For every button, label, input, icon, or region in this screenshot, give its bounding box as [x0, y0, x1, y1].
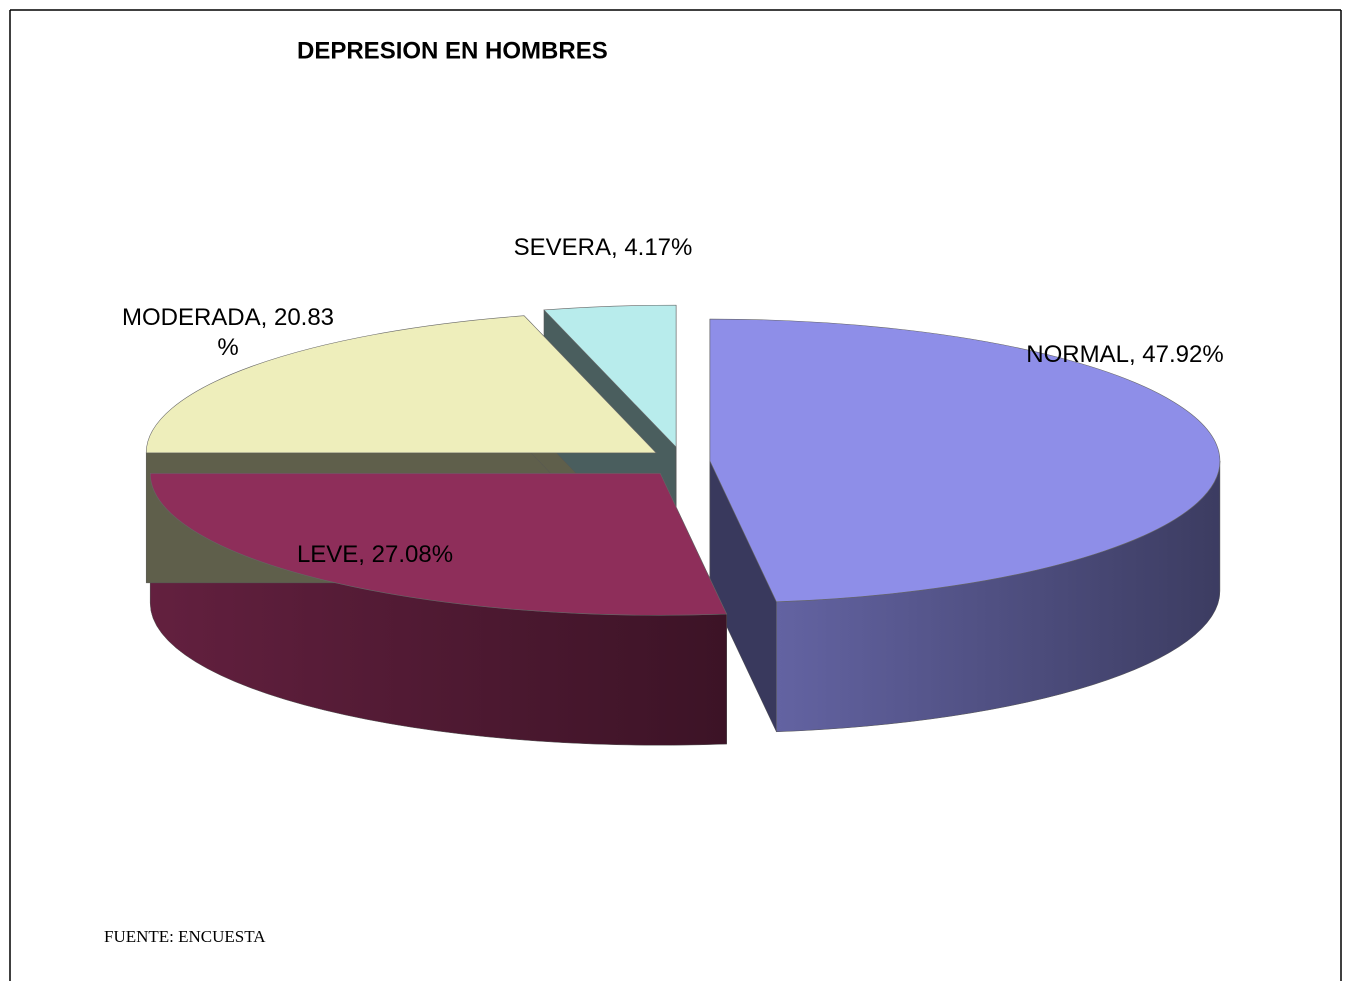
slice [149, 472, 728, 616]
slice [145, 315, 657, 454]
source-note: FUENTE: ENCUESTA [104, 927, 266, 946]
data-label: LEVE, 27.08% [296, 541, 454, 568]
data-label-box: NORMAL, 47.92% [1026, 341, 1224, 368]
data-label-box: SEVERA, 4.17% [513, 234, 693, 261]
data-label-box: MODERADA, 20.83 % [121, 304, 335, 361]
data-label-box: LEVE, 27.08% [296, 541, 454, 568]
slice [709, 318, 1221, 603]
data-label: NORMAL, 47.92% [1026, 341, 1224, 368]
data-label: SEVERA, 4.17% [513, 234, 693, 261]
slice [543, 304, 677, 448]
chart-title: DEPRESION EN HOMBRES [297, 37, 608, 64]
data-label: MODERADA, 20.83 % [121, 304, 335, 361]
